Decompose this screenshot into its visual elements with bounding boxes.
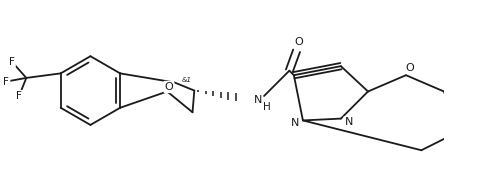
Text: F: F <box>9 57 15 67</box>
Text: O: O <box>294 37 303 47</box>
Text: O: O <box>405 63 414 73</box>
Text: H: H <box>263 102 271 112</box>
Text: F: F <box>3 77 9 87</box>
Text: N: N <box>345 117 353 127</box>
Text: N: N <box>291 118 300 128</box>
Text: O: O <box>164 82 173 92</box>
Text: &1: &1 <box>182 77 192 83</box>
Text: N: N <box>253 95 262 105</box>
Text: F: F <box>16 91 22 101</box>
